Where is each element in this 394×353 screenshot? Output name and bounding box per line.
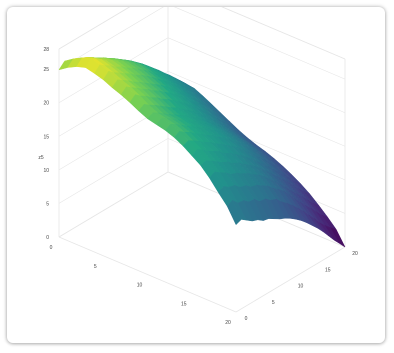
surface-plot[interactable]: 0 5 10 15 20 25 28 z5 0 5 10 15 20 0 5 10 15 20 bbox=[7, 7, 385, 343]
grid-line bbox=[58, 236, 237, 313]
y-tick-label: 20 bbox=[352, 251, 358, 257]
z-grid-line bbox=[58, 70, 346, 147]
axis-ticks: 0 5 10 15 20 25 28 z5 0 5 10 15 20 0 5 10 15 20 bbox=[38, 47, 358, 326]
x-tick-label: 20 bbox=[225, 320, 231, 326]
y-tick-label: 5 bbox=[272, 300, 275, 306]
z-tick-label: 20 bbox=[43, 101, 49, 107]
y-tick-label: 10 bbox=[298, 284, 304, 290]
x-tick-label: 10 bbox=[137, 283, 143, 289]
surface-cell bbox=[330, 227, 346, 248]
grid-line bbox=[58, 7, 131, 50]
grid-line bbox=[235, 246, 346, 313]
z-tick-label: 25 bbox=[43, 67, 49, 73]
z-axis-label: z5 bbox=[38, 155, 44, 161]
z-grid-line bbox=[58, 171, 346, 248]
y-tick-label: 15 bbox=[325, 267, 331, 273]
z-grid-line bbox=[58, 7, 346, 60]
x-tick-label: 0 bbox=[50, 245, 53, 251]
x-tick-label: 5 bbox=[94, 264, 97, 270]
z-tick-label: 28 bbox=[43, 47, 49, 53]
chart-card: 0 5 10 15 20 25 28 z5 0 5 10 15 20 0 5 10 15 20 bbox=[7, 7, 385, 343]
z-tick-label: 15 bbox=[43, 134, 49, 140]
z-tick-label: 5 bbox=[46, 201, 49, 207]
surface-mesh bbox=[58, 57, 346, 248]
x-tick-label: 15 bbox=[181, 301, 187, 307]
z-tick-label: 10 bbox=[43, 168, 49, 174]
grid-line bbox=[221, 7, 346, 60]
z-grid-line bbox=[58, 7, 346, 80]
y-tick-label: 0 bbox=[245, 316, 248, 322]
z-tick-label: 0 bbox=[46, 235, 49, 241]
z-grid-line bbox=[58, 37, 346, 113]
